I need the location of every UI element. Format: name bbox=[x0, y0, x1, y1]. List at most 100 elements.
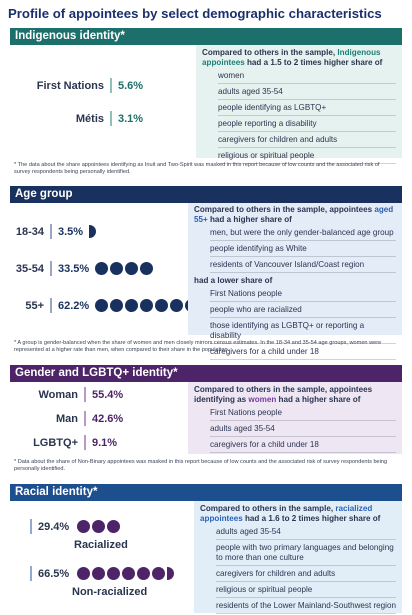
racial-findings-panel: Compared to others in the sample, racial… bbox=[194, 501, 402, 614]
section-header-racial: Racial identity* bbox=[10, 484, 402, 501]
stat-row-age-18-34: 18-34 3.5% bbox=[14, 224, 98, 239]
stat-label: 18-34 bbox=[15, 225, 44, 238]
stat-row-age-35-54: 35-54 33.5% bbox=[14, 261, 155, 276]
circle-icons bbox=[77, 567, 176, 580]
circle-icon bbox=[107, 567, 121, 580]
stat-label: LGBTQ+ bbox=[33, 436, 78, 449]
circle-icons bbox=[95, 262, 155, 275]
list-item: First Nations people bbox=[194, 289, 396, 302]
indigenous-findings-panel: Compared to others in the sample, Indige… bbox=[196, 45, 402, 164]
section-header-gender: Gender and LGBTQ+ identity* bbox=[10, 365, 402, 382]
stat-row-non-racialized: 66.5% bbox=[30, 566, 176, 581]
findings-list: First Nations people adults aged 35-54 c… bbox=[194, 408, 396, 453]
stat-value: 42.6% bbox=[92, 412, 124, 425]
panel-lead: Compared to others in the sample, Indige… bbox=[202, 48, 383, 67]
circle-icon bbox=[110, 262, 124, 275]
list-item: caregivers for children and adults bbox=[202, 135, 396, 148]
panel-lead: Compared to others in the sample, appoin… bbox=[194, 385, 373, 404]
list-item: people with two primary languages and be… bbox=[200, 543, 396, 566]
circle-icons bbox=[95, 299, 200, 312]
list-item: First Nations people bbox=[194, 408, 396, 421]
stat-value: 62.2% bbox=[58, 299, 90, 312]
stat-value: 5.6% bbox=[118, 79, 144, 92]
circle-icon bbox=[140, 299, 154, 312]
stat-row-metis: Métis 3.1% bbox=[26, 111, 143, 126]
divider-bar bbox=[84, 435, 86, 450]
list-item: women bbox=[202, 71, 396, 84]
divider-bar bbox=[50, 224, 52, 239]
stat-row-age-55-plus: 55+ 62.2% bbox=[14, 298, 200, 313]
stat-row-first-nations: First Nations 5.6% bbox=[26, 78, 143, 93]
stat-label: 35-54 bbox=[15, 262, 44, 275]
stat-value: 29.4% bbox=[38, 520, 70, 533]
circle-icon bbox=[110, 299, 124, 312]
list-item: adults aged 35-54 bbox=[202, 87, 396, 100]
circle-icon bbox=[152, 567, 166, 580]
circle-icon bbox=[95, 262, 109, 275]
section-header-indigenous: Indigenous identity* bbox=[10, 28, 402, 45]
list-item: caregivers for children and adults bbox=[200, 569, 396, 582]
divider-bar bbox=[30, 519, 32, 534]
page-title: Profile of appointees by select demograp… bbox=[8, 6, 382, 21]
circle-icon bbox=[77, 520, 91, 533]
circle-icon bbox=[95, 299, 109, 312]
list-item: people identifying as White bbox=[194, 244, 396, 257]
footnote-indigenous: * The data about the share appointees id… bbox=[14, 162, 380, 175]
lower-share-list: First Nations people people who are raci… bbox=[194, 289, 396, 360]
circle-icons bbox=[77, 520, 122, 533]
stat-value: 66.5% bbox=[38, 567, 70, 580]
section-header-age: Age group bbox=[10, 186, 402, 203]
circle-icon bbox=[155, 299, 169, 312]
divider-bar bbox=[110, 111, 112, 126]
stat-label: 55+ bbox=[25, 299, 44, 312]
higher-share-list: men, but were the only gender-balanced a… bbox=[194, 228, 396, 273]
findings-list: adults aged 35-54 people with two primar… bbox=[200, 527, 396, 614]
list-item: residents of Vancouver Island/Coast regi… bbox=[194, 260, 396, 273]
circle-icon bbox=[125, 262, 139, 275]
stat-row-lgbtq: LGBTQ+ 9.1% bbox=[26, 435, 117, 450]
stat-label: Métis bbox=[75, 112, 104, 125]
list-item: caregivers for a child under 18 bbox=[194, 347, 396, 360]
circle-icon bbox=[77, 567, 91, 580]
stat-row-woman: Woman 55.4% bbox=[26, 387, 123, 402]
circle-icon bbox=[170, 299, 184, 312]
stat-label: First Nations bbox=[36, 79, 104, 92]
divider-bar bbox=[84, 411, 86, 426]
circle-icon bbox=[125, 299, 139, 312]
stat-label: Man bbox=[56, 412, 78, 425]
lower-share-label: had a lower share of bbox=[194, 276, 273, 285]
divider-bar bbox=[50, 261, 52, 276]
footnote-age: * A group is gender-balanced when the sh… bbox=[14, 340, 382, 353]
circle-icon bbox=[92, 567, 106, 580]
circle-icon bbox=[92, 520, 106, 533]
panel-lead: Compared to others in the sample, racial… bbox=[200, 504, 381, 523]
circle-icon bbox=[122, 567, 136, 580]
circle-icon bbox=[137, 567, 151, 580]
circle-icons bbox=[89, 225, 98, 238]
panel-lead: Compared to others in the sample, appoin… bbox=[194, 205, 394, 224]
list-item: residents of the Lower Mainland-Southwes… bbox=[200, 601, 396, 614]
stat-value: 33.5% bbox=[58, 262, 90, 275]
divider-bar bbox=[50, 298, 52, 313]
list-item: people identifying as LGBTQ+ bbox=[202, 103, 396, 116]
list-item: religious or spiritual people bbox=[200, 585, 396, 598]
stat-value: 3.1% bbox=[118, 112, 144, 125]
stat-value: 9.1% bbox=[92, 436, 118, 449]
racialized-label: Racialized bbox=[74, 539, 128, 551]
half-circle-icon bbox=[167, 567, 174, 580]
list-item: adults aged 35-54 bbox=[200, 527, 396, 540]
divider-bar bbox=[30, 566, 32, 581]
half-circle-icon bbox=[89, 225, 96, 238]
footnote-gender: * Data about the share of Non-Binary app… bbox=[14, 459, 388, 472]
list-item: adults aged 35-54 bbox=[194, 424, 396, 437]
gender-findings-panel: Compared to others in the sample, appoin… bbox=[188, 382, 402, 454]
findings-list: women adults aged 35-54 people identifyi… bbox=[202, 71, 396, 164]
list-item: people reporting a disability bbox=[202, 119, 396, 132]
non-racialized-label: Non-racialized bbox=[72, 586, 148, 598]
stat-label: Woman bbox=[38, 388, 78, 401]
list-item: religious or spiritual people bbox=[202, 151, 396, 164]
stat-value: 55.4% bbox=[92, 388, 124, 401]
stat-row-man: Man 42.6% bbox=[26, 411, 123, 426]
stat-value: 3.5% bbox=[58, 225, 84, 238]
list-item: those identifying as LGBTQ+ or reporting… bbox=[194, 321, 396, 344]
